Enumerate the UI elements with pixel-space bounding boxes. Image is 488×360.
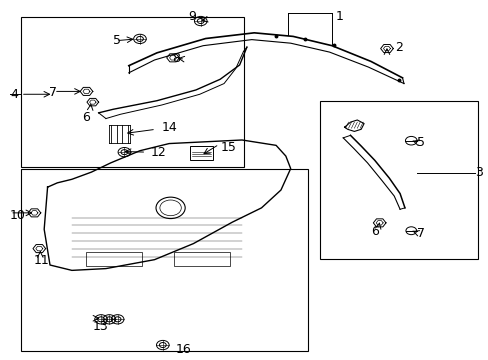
Text: 5: 5: [113, 34, 121, 47]
Text: 3: 3: [474, 166, 482, 179]
Bar: [21, 18, 244, 167]
Text: 13: 13: [93, 320, 108, 333]
Text: 2: 2: [394, 41, 402, 54]
Text: 4: 4: [10, 88, 18, 101]
Text: 1: 1: [335, 10, 343, 23]
Bar: [86, 252, 142, 266]
Text: 5: 5: [416, 136, 424, 149]
Text: 6: 6: [370, 225, 378, 238]
Text: 7: 7: [49, 86, 57, 99]
Bar: [21, 169, 307, 351]
Text: 9: 9: [187, 10, 196, 23]
Text: 12: 12: [151, 146, 166, 159]
Text: 16: 16: [175, 343, 191, 356]
Bar: [190, 146, 213, 160]
Text: 15: 15: [221, 141, 237, 154]
Text: 10: 10: [10, 209, 26, 222]
Text: 8: 8: [171, 52, 180, 65]
Bar: [319, 102, 477, 258]
Text: 7: 7: [416, 227, 424, 240]
Text: 14: 14: [162, 121, 177, 134]
Bar: [174, 252, 229, 266]
Text: 11: 11: [33, 254, 49, 267]
Text: 6: 6: [82, 111, 90, 124]
